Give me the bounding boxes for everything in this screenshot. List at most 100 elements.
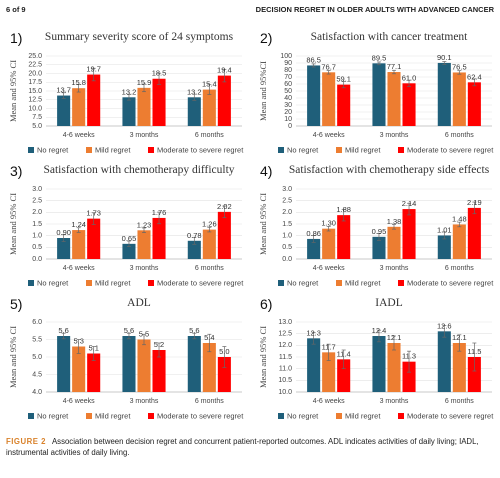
x-tick-label: 4-6 weeks [313,398,345,405]
y-tick-label: 0.5 [282,244,292,251]
error-bar [376,329,381,343]
bar [307,338,321,392]
bar [57,238,71,259]
y-tick-label: 70 [284,74,292,81]
panel-label: 1) [10,30,23,46]
value-label: 5.6 [58,326,68,335]
error-bar [126,332,131,340]
y-tick-label: 3.0 [282,186,292,193]
panel-label: 3) [10,163,23,179]
bar [87,353,101,392]
bar [187,240,201,259]
value-label: 11.4 [337,349,351,358]
error-bar [142,333,146,346]
value-label: 13.2 [187,87,202,96]
error-bar [192,236,197,245]
bar [137,339,151,392]
error-bar [192,93,197,101]
value-label: 5.6 [124,326,134,335]
error-bar [126,240,131,247]
bar [322,352,336,392]
legend-label: Mild regret [95,145,131,154]
value-label: 0.78 [187,231,202,240]
x-tick-label: 4-6 weeks [313,132,345,139]
legend-swatch [148,147,154,153]
x-tick-label: 3 months [130,398,159,405]
chart: 4.0 4.5 5.0 5.5 6.0 Mean and 95% CI 4-6 weeks 5… [8,319,244,421]
y-tick-label: 12.5 [28,97,42,104]
error-bar [311,235,316,243]
caption-text: Association between decision regret and … [6,437,479,457]
bar [337,359,351,392]
legend-label: No regret [37,278,69,287]
chart: 0.0 0.5 1.0 1.5 2.0 2.5 3.0 Mean and 95% CI 4-6 … [258,186,494,288]
y-tick-label: 50 [284,88,292,95]
y-tick-label: 20.0 [28,70,42,77]
bar [337,84,351,126]
y-tick-label: 4.5 [32,371,42,378]
x-tick-label: 4-6 weeks [63,132,95,139]
y-axis-label: Mean and 95%CI [258,61,268,121]
bar [307,238,321,259]
panel-label: 6) [260,296,273,312]
value-label: 77.1 [387,62,402,71]
y-tick-label: 20 [284,109,292,116]
bar [122,97,136,126]
bar [152,217,166,259]
x-tick-label: 4-6 weeks [313,265,345,272]
value-label: 5.3 [73,336,83,345]
bar [217,75,231,126]
legend-swatch [28,280,34,286]
x-tick-label: 6 months [195,265,224,272]
chart-panel: 0 10 20 30 40 50 60 70 80 90 100 Mean and 95%CI 4-6 … [252,28,498,158]
bar [137,87,151,126]
x-tick-label: 3 months [380,398,409,405]
x-tick-label: 4-6 weeks [63,398,95,405]
legend-label: No regret [37,145,69,154]
chart-panel: 10.0 10.5 11.0 11.5 12.0 12.5 13.0 Mean and 95%… [252,294,498,424]
y-tick-label: 10.0 [28,105,42,112]
error-bar [222,205,227,219]
bar [57,95,71,126]
bar [72,230,86,259]
error-bar [326,225,331,232]
chart-panel: 0.0 0.5 1.0 1.5 2.0 2.5 3.0 Mean and 95% CI 4-6 … [252,161,498,291]
value-label: 2.19 [467,198,482,207]
legend-swatch [336,413,342,419]
bar [202,229,216,259]
x-tick-label: 6 months [445,398,474,405]
value-label: 5.1 [88,343,98,352]
bar [337,215,351,259]
error-bar [61,234,66,242]
bar [402,209,416,259]
error-bar [376,232,381,241]
value-label: 15.9 [137,78,152,87]
bar [437,331,451,392]
error-bar [207,226,212,233]
value-label: 15.8 [71,78,86,87]
error-bar [157,72,162,85]
legend-swatch [336,280,342,286]
y-tick-label: 0 [288,123,292,130]
bar [187,336,201,392]
error-bar [91,67,96,82]
value-label: 5.0 [219,347,229,356]
y-axis-label: Mean and 95% CI [8,60,18,122]
value-label: 1.38 [387,217,402,226]
y-tick-label: 2.5 [32,198,42,205]
value-label: 18.5 [152,69,167,78]
value-label: 11.7 [322,342,336,351]
error-bar [457,221,462,228]
error-bar [472,78,477,87]
legend-swatch [336,147,342,153]
error-bar [442,325,447,338]
y-tick-label: 0.0 [32,256,42,263]
error-bar [326,343,331,361]
y-tick-label: 2.0 [282,209,292,216]
value-label: 11.3 [402,352,416,361]
x-tick-label: 3 months [130,132,159,139]
y-tick-label: 2.0 [32,209,42,216]
bar [307,65,321,126]
bar [57,336,71,392]
